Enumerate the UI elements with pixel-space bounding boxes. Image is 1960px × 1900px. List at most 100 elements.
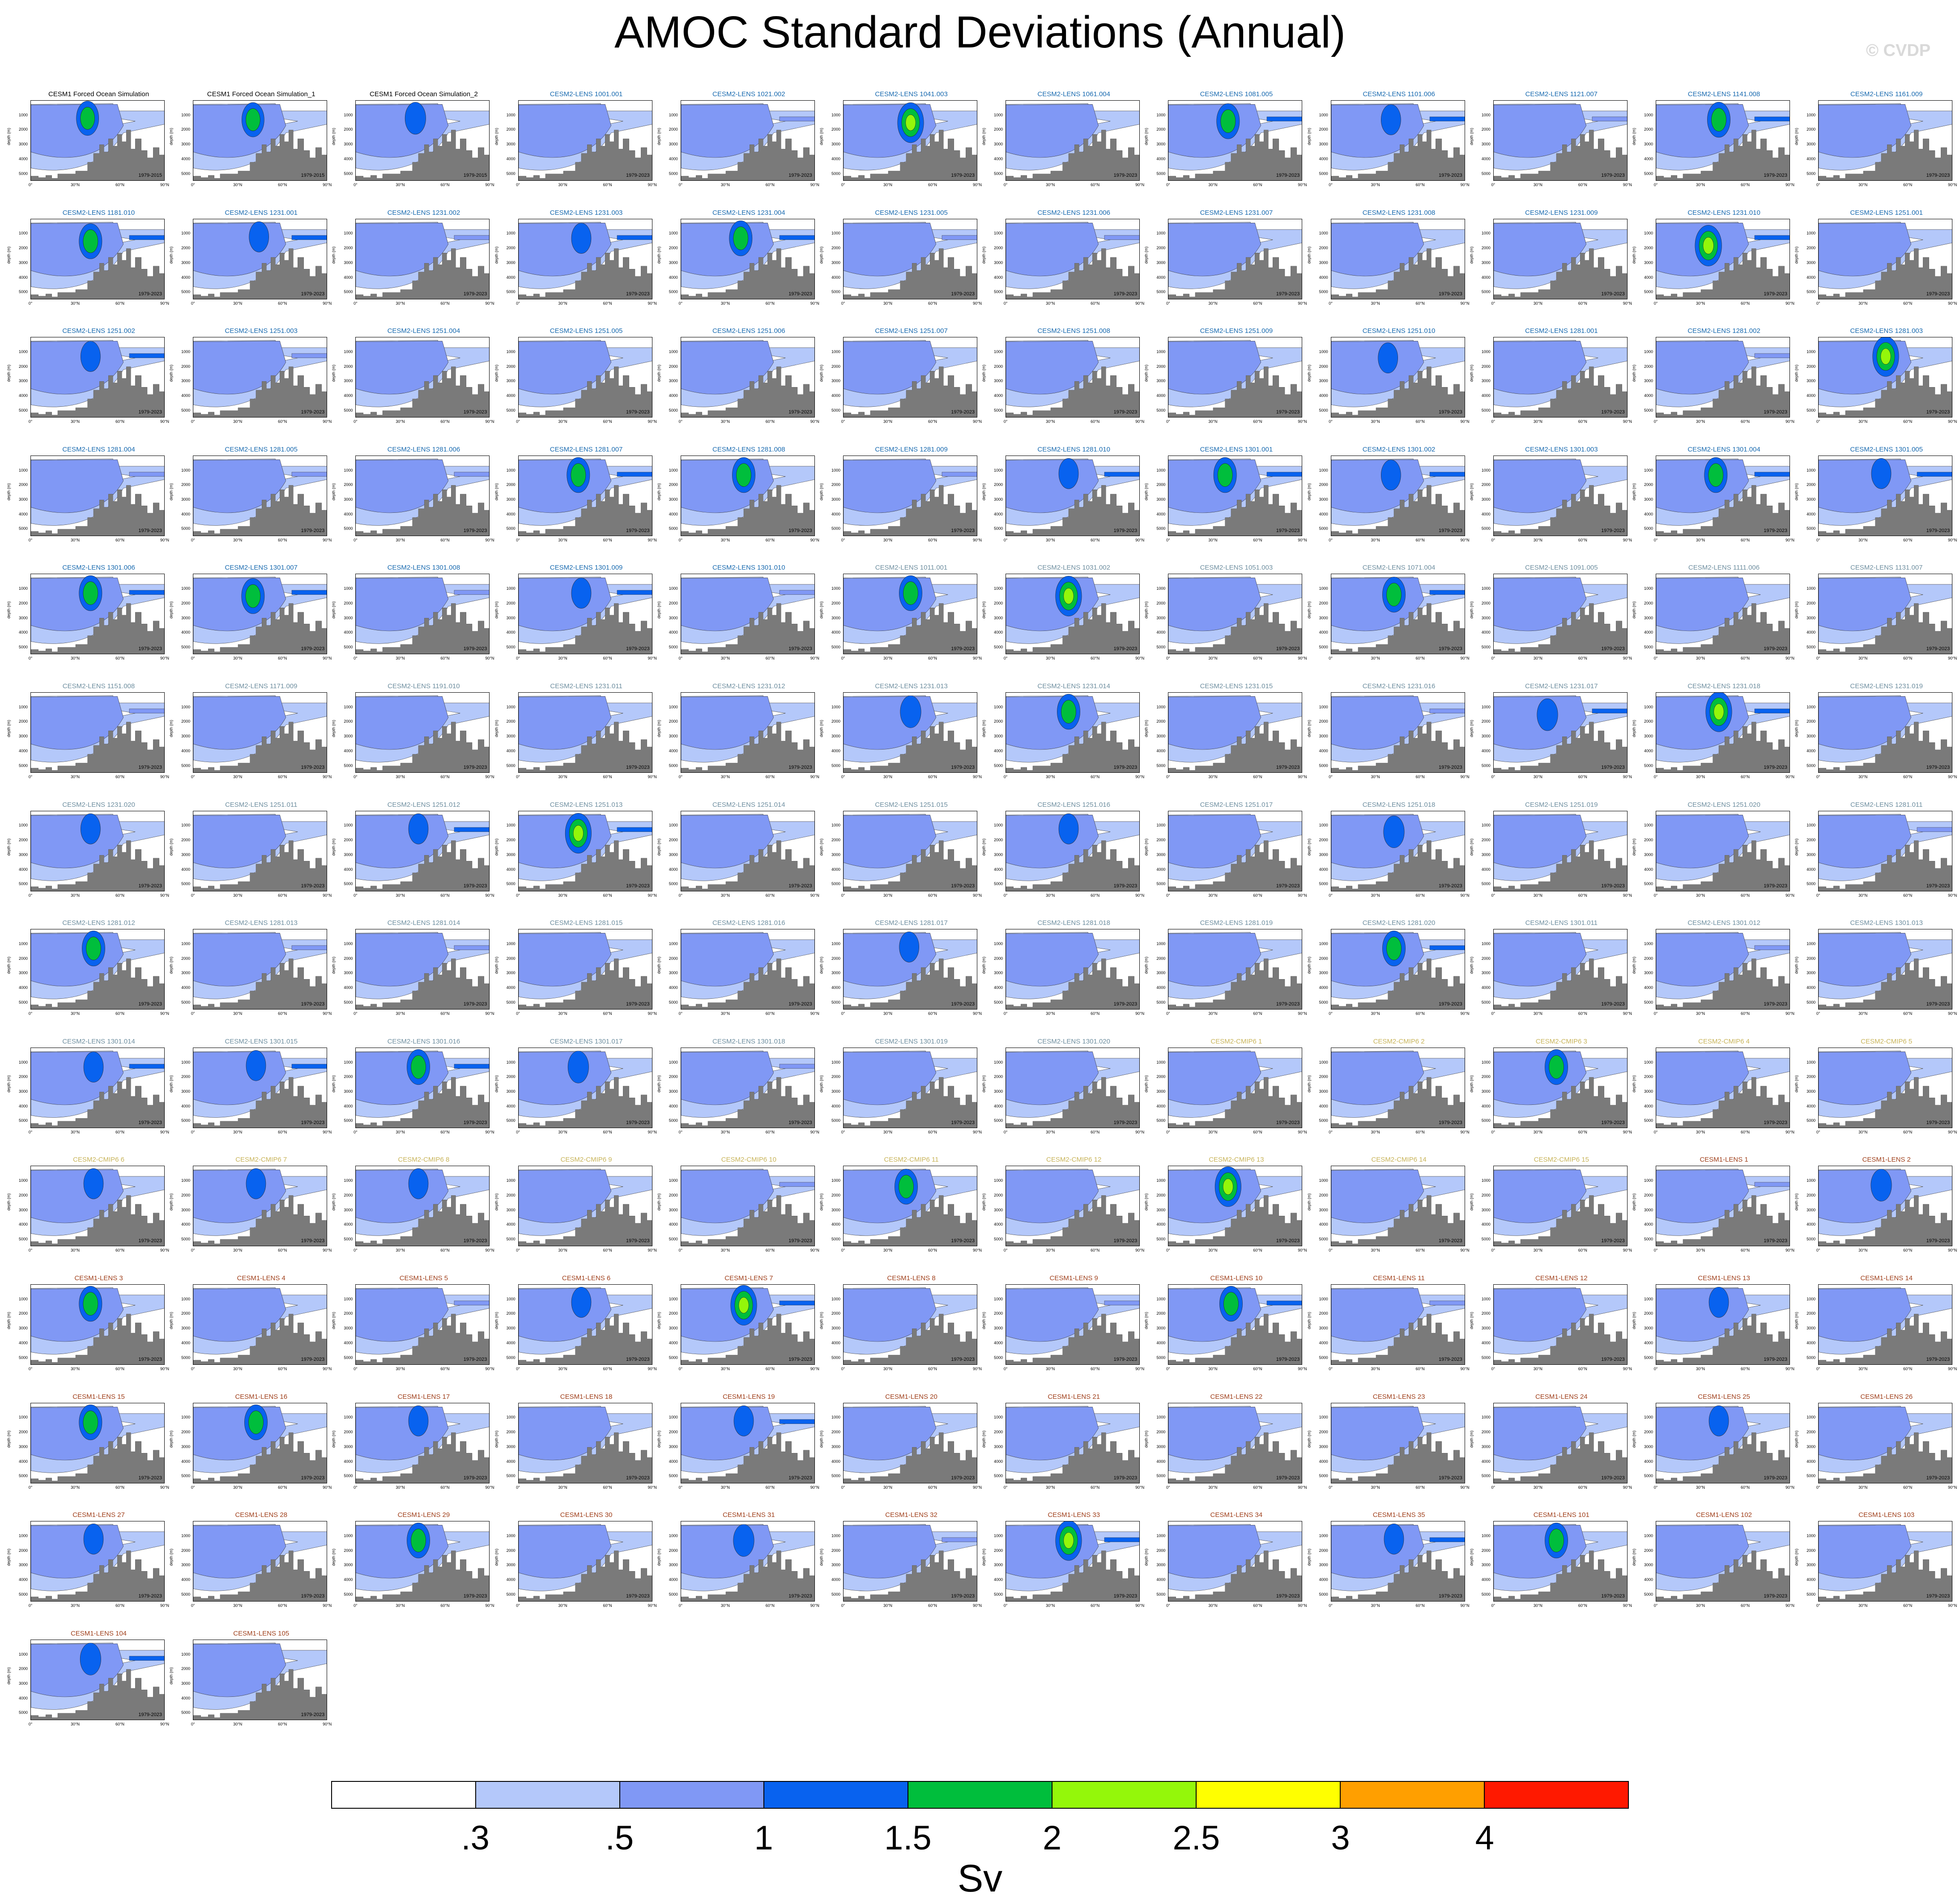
amoc-panel: CESM1-LENS 31 1000 2000 3000 4000 5000 depth (…	[656, 1510, 819, 1611]
contour-core-1	[1537, 698, 1558, 731]
colorbar-segment	[1052, 1782, 1196, 1808]
panel-xtick: 60°N	[765, 1129, 775, 1134]
panel-title: CESM1-LENS 34	[1210, 1511, 1263, 1519]
contour-core-2	[1880, 348, 1891, 365]
bathymetry	[844, 722, 977, 772]
panel-ylabel: depth (m)	[1144, 956, 1149, 974]
panel-xtick: 90°N	[648, 1603, 657, 1608]
panel-xtick: 0°	[678, 1603, 683, 1608]
panel-ylabel: depth (m)	[169, 246, 174, 264]
panel-plot-area	[193, 1284, 328, 1365]
nordic-seas-band	[291, 472, 327, 477]
contour-plot	[1006, 219, 1140, 299]
panel-ytick: 5000	[1156, 408, 1166, 413]
panel-xtick: 60°N	[1740, 1248, 1750, 1253]
panel-period: 1979-2023	[1601, 883, 1625, 889]
panel-ytick: 4000	[1644, 748, 1653, 753]
panel-ytick: 1000	[1481, 1533, 1491, 1538]
panel-ytick: 2000	[1644, 127, 1653, 132]
panel-ytick: 1000	[669, 704, 678, 709]
amoc-panel: CESM2-LENS 1301.009 1000 2000 3000 4000 5000 d…	[494, 563, 657, 664]
panel-xtick: 60°N	[1903, 1248, 1913, 1253]
panel-ytick: 5000	[831, 1474, 840, 1478]
panel-plot-area	[1493, 1284, 1628, 1365]
panel-plot-area	[193, 1047, 328, 1128]
bathymetry	[844, 603, 977, 654]
panel-ytick: 1000	[1156, 586, 1166, 591]
panel-ytick: 4000	[18, 985, 28, 990]
panel-plot-area	[1656, 1047, 1790, 1128]
panel-ytick: 4000	[18, 748, 28, 753]
panel-xtick: 60°N	[440, 537, 450, 542]
panel-plot-area	[1818, 1166, 1953, 1247]
panel-ytick: 3000	[344, 142, 353, 147]
panel-xtick: 30°N	[1696, 183, 1705, 187]
panel-ylabel: depth (m)	[981, 128, 986, 145]
panel-xtick: 30°N	[1371, 656, 1380, 661]
panel-ytick: 1000	[1807, 112, 1816, 117]
panel-ytick: 5000	[181, 1710, 191, 1715]
panel-ytick: 3000	[1319, 260, 1328, 265]
panel-ylabel: depth (m)	[981, 483, 986, 501]
panel-ytick: 2000	[994, 719, 1003, 724]
panel-period: 1979-2023	[138, 1120, 162, 1125]
panel-ylabel: depth (m)	[819, 483, 824, 501]
panel-period: 1979-2023	[788, 883, 812, 889]
panel-ytick: 3000	[1319, 1326, 1328, 1331]
panel-xtick: 30°N	[1696, 301, 1705, 306]
amoc-panel: CESM2-LENS 1281.020 1000 2000 3000 4000 5000 d…	[1307, 918, 1470, 1019]
panel-xtick: 60°N	[603, 893, 612, 898]
contour-core-1.5	[1061, 700, 1077, 724]
panel-period: 1979-2023	[301, 646, 325, 652]
panel-plot-area	[1818, 692, 1953, 773]
panel-title: CESM2-LENS 1251.005	[550, 327, 623, 335]
bathymetry	[1656, 130, 1790, 180]
panel-period: 1979-2023	[301, 1238, 325, 1244]
panel-period: 1979-2023	[1764, 1001, 1787, 1007]
panel-xtick: 90°N	[810, 1011, 819, 1016]
panel-ytick: 1000	[181, 1533, 191, 1538]
panel-xtick: 60°N	[1415, 775, 1425, 779]
panel-ytick: 2000	[344, 601, 353, 605]
panel-xtick: 30°N	[1208, 893, 1218, 898]
panel-xtick: 30°N	[70, 183, 80, 187]
panel-title: CESM2-LENS 1281.013	[225, 919, 298, 927]
panel-plot-area	[1656, 929, 1790, 1010]
panel-title: CESM2-CMIP6 7	[235, 1156, 287, 1164]
contour-plot	[1006, 1403, 1140, 1483]
contour-plot	[1819, 456, 1952, 536]
contour-core-1.5	[83, 229, 98, 253]
contour-plot	[681, 101, 814, 180]
panel-ytick: 5000	[181, 1237, 191, 1242]
panel-xtick: 60°N	[1740, 775, 1750, 779]
panel-period: 1979-2023	[1113, 1001, 1138, 1007]
amoc-panel: CESM2-LENS 1251.016 1000 2000 3000 4000 5000 d…	[981, 800, 1144, 901]
amoc-panel: CESM2-LENS 1281.012 1000 2000 3000 4000 5000 d…	[6, 918, 169, 1019]
panel-title: CESM1-LENS 9	[1049, 1274, 1098, 1282]
panel-ytick: 3000	[181, 1681, 191, 1686]
panel-ytick: 5000	[1644, 882, 1653, 886]
panel-ytick: 4000	[181, 630, 191, 635]
panel-xtick: 90°N	[1785, 775, 1795, 779]
panel-period: 1979-2023	[951, 1238, 975, 1244]
panel-period: 1979-2023	[1764, 528, 1787, 533]
panel-period: 1979-2023	[951, 1001, 975, 1007]
bathymetry	[1493, 722, 1627, 772]
panel-ytick: 3000	[506, 1444, 516, 1449]
panel-period: 1979-2023	[463, 291, 487, 297]
contour-core-1.5	[903, 581, 918, 605]
panel-plot-area	[1493, 218, 1628, 299]
panel-period: 1979-2023	[1276, 1001, 1300, 1007]
panel-ytick: 3000	[669, 1326, 678, 1331]
panel-xtick: 30°N	[883, 656, 893, 661]
panel-ylabel: depth (m)	[494, 1430, 499, 1448]
panel-ytick: 1000	[1807, 1060, 1816, 1065]
panel-xtick: 0°	[1653, 1129, 1658, 1134]
panel-title: CESM2-LENS 1251.016	[1037, 801, 1110, 809]
panel-ytick: 3000	[1156, 734, 1166, 739]
panel-ytick: 1000	[831, 586, 840, 591]
contour-plot	[844, 1521, 977, 1602]
panel-plot-area	[1818, 810, 1953, 891]
panel-xtick: 0°	[1166, 1129, 1170, 1134]
panel-title: CESM2-LENS 1161.009	[1850, 90, 1923, 98]
